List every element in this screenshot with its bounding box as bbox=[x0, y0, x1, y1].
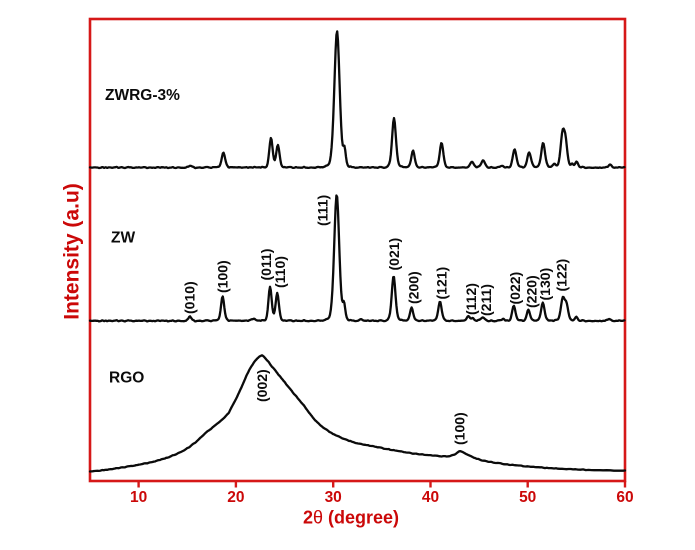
svg-text:(010): (010) bbox=[181, 281, 197, 314]
svg-text:(100): (100) bbox=[215, 260, 231, 293]
svg-text:(200): (200) bbox=[406, 271, 422, 304]
svg-text:20: 20 bbox=[227, 489, 244, 506]
svg-text:60: 60 bbox=[616, 489, 633, 506]
svg-text:(220): (220) bbox=[524, 275, 540, 308]
svg-text:(110): (110) bbox=[272, 256, 288, 288]
svg-text:ZW: ZW bbox=[111, 230, 135, 247]
svg-text:(002): (002) bbox=[254, 369, 270, 402]
svg-text:(121): (121) bbox=[433, 267, 449, 300]
svg-text:(122): (122) bbox=[554, 259, 570, 292]
svg-text:(100): (100) bbox=[451, 412, 467, 445]
svg-text:Intensity (a.u): Intensity (a.u) bbox=[61, 183, 84, 320]
svg-text:(130): (130) bbox=[537, 268, 553, 301]
svg-text:(011): (011) bbox=[258, 249, 274, 281]
svg-text:(022): (022) bbox=[507, 272, 523, 305]
svg-text:(111): (111) bbox=[315, 195, 331, 226]
svg-text:40: 40 bbox=[422, 489, 439, 506]
svg-text:2θ (degree): 2θ (degree) bbox=[303, 508, 399, 528]
svg-text:RGO: RGO bbox=[109, 370, 144, 387]
svg-text:(211): (211) bbox=[478, 284, 494, 316]
svg-text:10: 10 bbox=[130, 489, 147, 506]
svg-text:50: 50 bbox=[519, 489, 536, 506]
svg-text:30: 30 bbox=[325, 489, 342, 506]
svg-text:(112): (112) bbox=[463, 283, 479, 315]
svg-text:ZWRG-3%: ZWRG-3% bbox=[105, 87, 180, 104]
svg-text:(021): (021) bbox=[386, 238, 402, 271]
